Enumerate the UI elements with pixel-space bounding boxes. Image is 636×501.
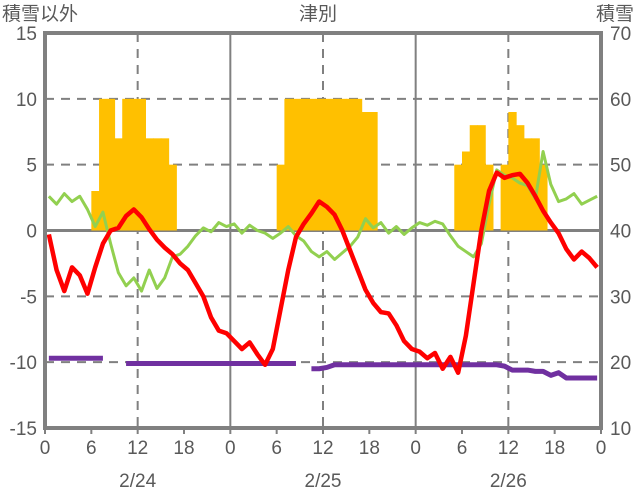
bar	[137, 98, 146, 231]
bar	[99, 98, 108, 231]
bar	[477, 125, 486, 231]
right-axis-title: 積雪	[596, 3, 634, 25]
x-axis-tick-label: 0	[596, 438, 607, 459]
bar	[361, 112, 370, 231]
x-axis-tick-label: 18	[544, 438, 565, 459]
bar	[323, 98, 332, 231]
x-axis-tick-label: 18	[359, 438, 380, 459]
left-axis-tick-label: 10	[16, 90, 37, 111]
bar	[338, 98, 347, 231]
bar	[122, 98, 131, 231]
right-axis-tick-label: 20	[610, 353, 631, 374]
bar	[500, 164, 509, 231]
bar	[129, 98, 139, 231]
left-axis-tick-label: 5	[26, 156, 37, 177]
bar	[369, 112, 378, 231]
x-axis-tick-label: 0	[225, 438, 236, 459]
day-label: 2/26	[490, 471, 527, 492]
bar	[160, 138, 170, 231]
bar	[292, 98, 301, 231]
x-axis-tick-label: 12	[312, 438, 333, 459]
bar	[346, 98, 355, 231]
bar	[462, 151, 471, 231]
red-line-series	[46, 170, 599, 375]
bar	[516, 125, 525, 231]
bar	[168, 164, 177, 231]
x-axis-tick-label: 12	[127, 438, 148, 459]
left-axis-tick-label: -15	[10, 419, 37, 440]
right-axis-tick-label: 60	[610, 90, 631, 111]
chart-title: 津別	[299, 3, 337, 25]
bar	[91, 191, 100, 231]
bar	[454, 164, 463, 231]
bar	[469, 125, 479, 231]
bar	[508, 112, 517, 231]
left-axis-tick-label: -10	[10, 353, 37, 374]
day-label: 2/24	[119, 471, 156, 492]
left-axis-title: 積雪以外	[2, 3, 78, 25]
bar	[299, 98, 309, 231]
right-axis-tick-label: 40	[610, 222, 631, 243]
left-axis-tick-label: -5	[20, 287, 37, 308]
bar	[153, 138, 162, 231]
bar	[276, 164, 285, 231]
bar	[284, 98, 293, 231]
bar-series-group	[91, 98, 548, 231]
right-axis-tick-label: 50	[610, 156, 631, 177]
x-axis-tick-label: 12	[498, 438, 519, 459]
right-axis-tick-label: 10	[610, 419, 631, 440]
bar	[539, 164, 548, 231]
bar	[353, 98, 363, 231]
bar	[315, 98, 324, 231]
bar	[114, 138, 123, 231]
x-axis-tick-label: 6	[86, 438, 97, 459]
x-axis-tick-label: 18	[173, 438, 194, 459]
bar	[106, 98, 116, 231]
left-axis-tick-label: 0	[26, 222, 37, 243]
x-axis-tick-label: 0	[40, 438, 51, 459]
right-axis-tick-label: 70	[610, 24, 631, 45]
x-axis-tick-label: 0	[410, 438, 421, 459]
day-label: 2/25	[305, 471, 342, 492]
bar	[330, 98, 340, 231]
right-axis-tick-label: 30	[610, 287, 631, 308]
bar	[531, 138, 540, 231]
x-axis-tick-label: 6	[271, 438, 282, 459]
left-axis-tick-label: 15	[16, 24, 37, 45]
bar	[145, 138, 154, 231]
bar	[307, 98, 316, 231]
x-axis-tick-label: 6	[457, 438, 468, 459]
